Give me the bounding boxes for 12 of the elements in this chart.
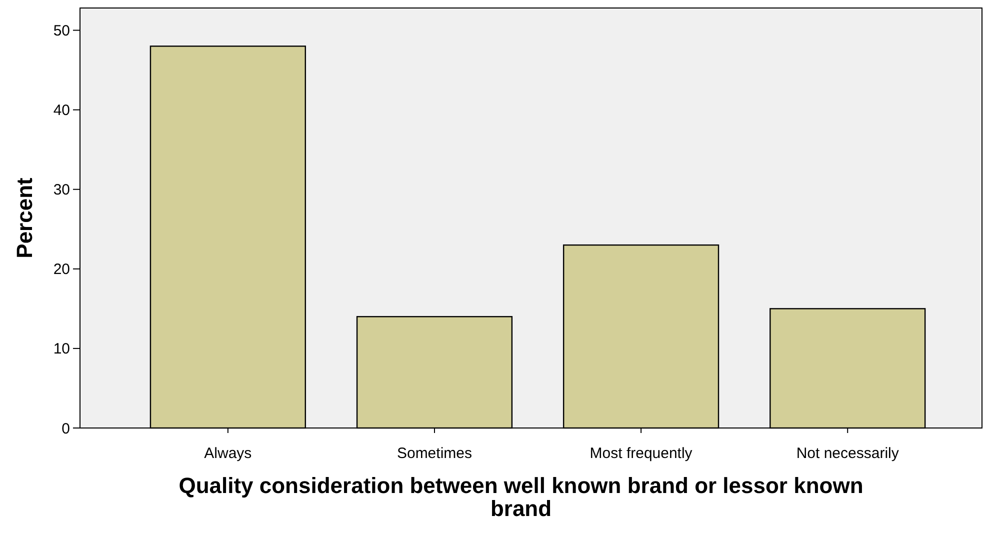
y-tick-label: 0 [62, 420, 70, 438]
y-tick-label: 20 [53, 261, 70, 278]
x-tick-label: Sometimes [396, 445, 472, 462]
x-tick-label: Not necessarily [796, 445, 900, 462]
x-axis-title: Quality consideration between well known brand or lessor known brand [178, 473, 864, 521]
x-tick-label: Always [204, 445, 252, 462]
y-tick-label: 40 [53, 102, 70, 120]
x-tick-label: Most frequently [590, 445, 693, 462]
y-axis-title: Percent [12, 176, 37, 258]
y-tick-label: 10 [53, 340, 70, 358]
y-tick-label: 50 [53, 22, 70, 40]
y-tick-label: 30 [53, 182, 70, 199]
